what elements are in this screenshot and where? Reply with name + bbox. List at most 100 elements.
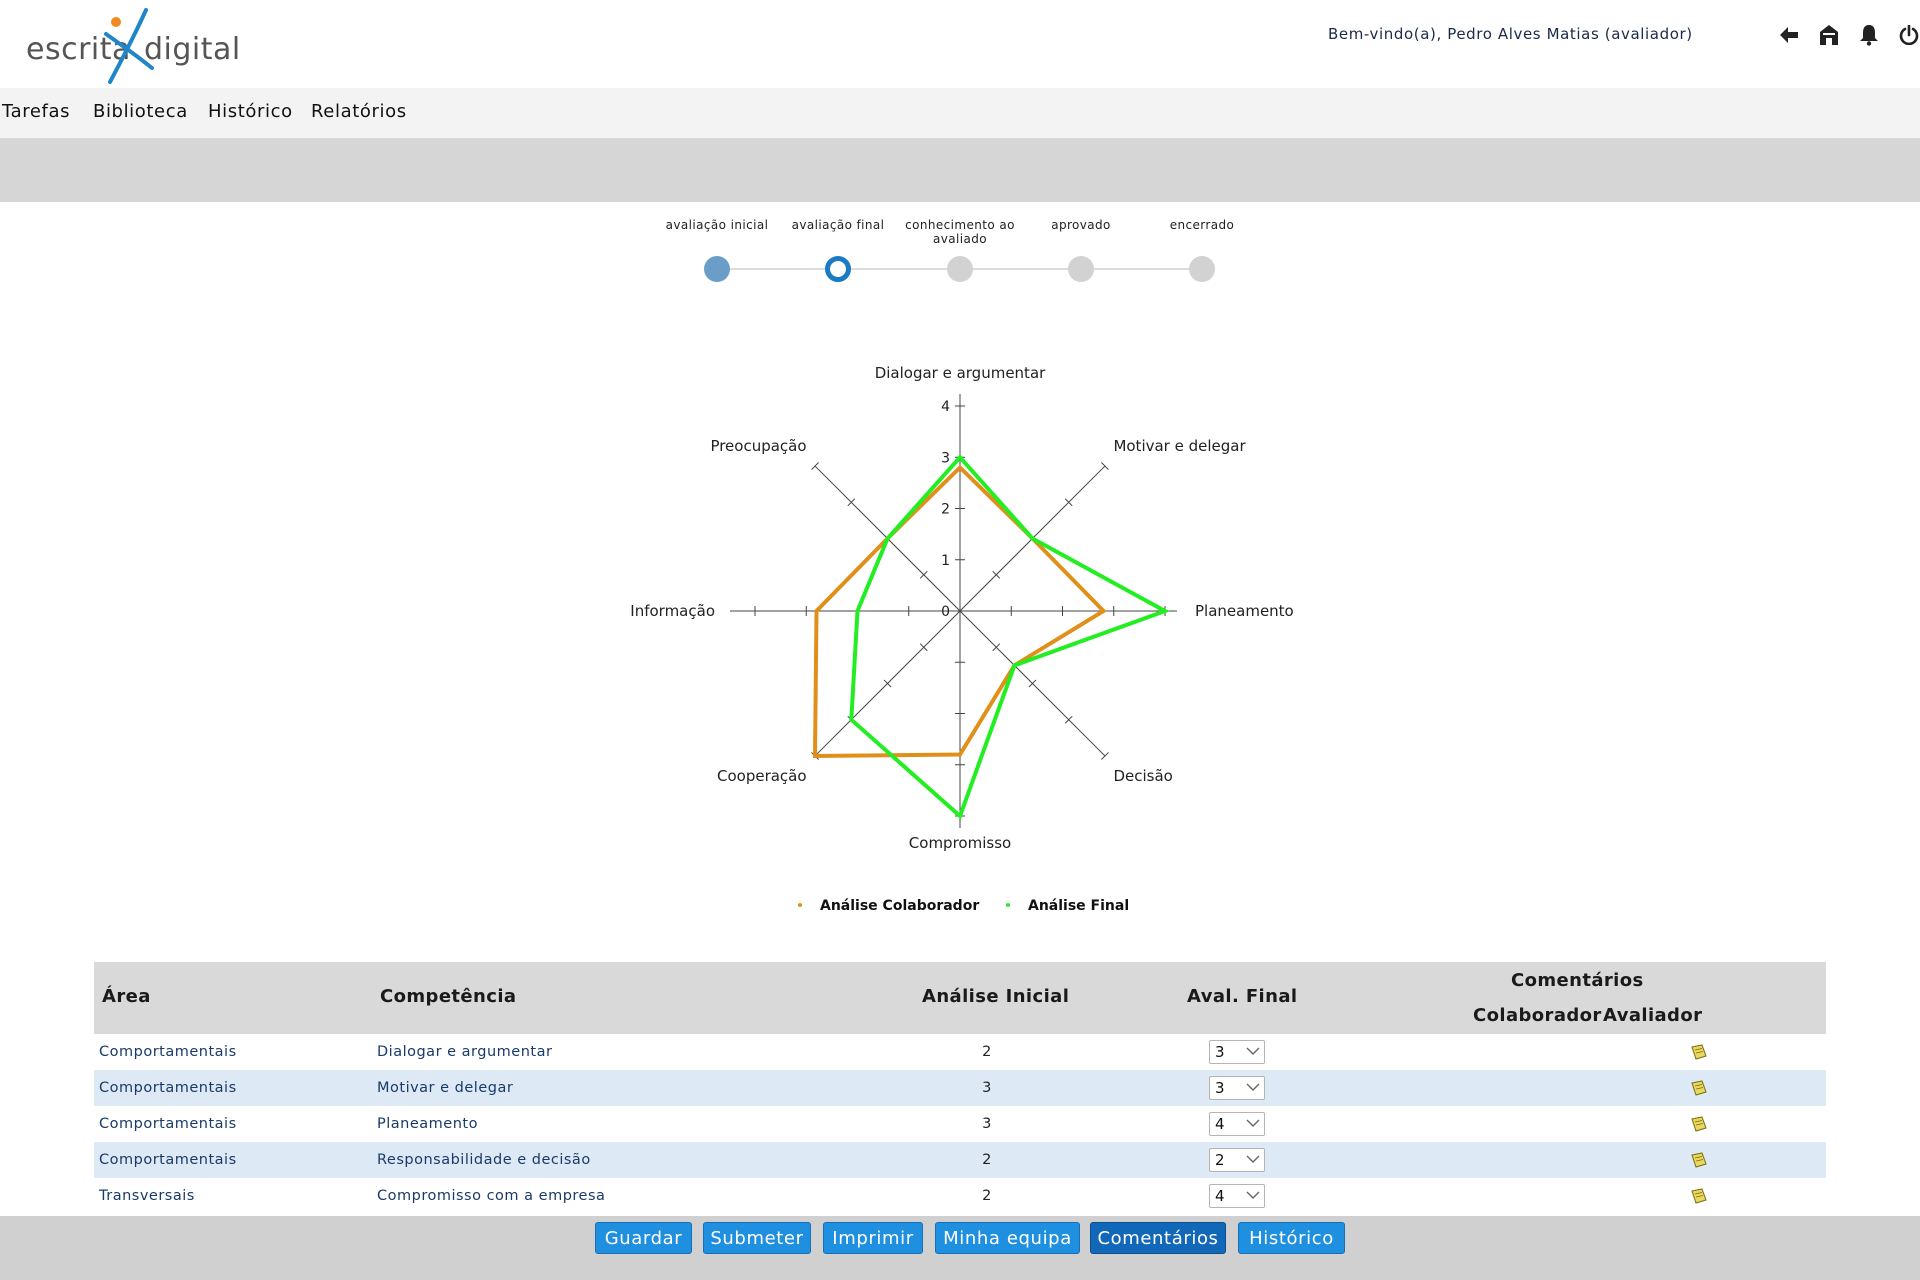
title-band — [0, 138, 1920, 202]
cell-competencia[interactable]: Responsabilidade e decisão — [377, 1152, 591, 1168]
minha-equipa-button[interactable]: Minha equipa — [935, 1222, 1080, 1254]
cell-competencia[interactable]: Motivar e delegar — [377, 1080, 514, 1096]
radar-axis-label: Decisão — [1113, 767, 1172, 785]
radar-tick — [919, 570, 928, 579]
radar-tick — [847, 498, 856, 507]
cell-area[interactable]: Comportamentais — [99, 1152, 237, 1168]
comment-note-icon[interactable] — [1690, 1044, 1708, 1060]
radar-scale-label: 1 — [941, 553, 950, 569]
legend-label: Análise Colaborador — [820, 898, 979, 914]
cell-area[interactable]: Comportamentais — [99, 1080, 237, 1096]
cell-area[interactable]: Comportamentais — [99, 1044, 237, 1060]
radar-axis-label: Dialogar e argumentar — [875, 364, 1046, 382]
header-colaborador: Colaborador — [1473, 1005, 1602, 1026]
cell-analise-inicial: 2 — [982, 1188, 992, 1204]
radar-tick — [992, 570, 1001, 579]
table-row: Comportamentais Responsabilidade e decisã… — [94, 1142, 1826, 1178]
aval-final-value: 4 — [1215, 1115, 1225, 1133]
home-icon[interactable] — [1818, 24, 1840, 46]
step-label: aprovado — [1051, 218, 1111, 232]
table-row: Comportamentais Dialogar e argumentar 2 3 — [94, 1034, 1826, 1070]
header-analise-inicial: Análise Inicial — [922, 986, 1070, 1007]
radar-tick — [1101, 752, 1109, 760]
radar-series-line — [849, 454, 1170, 820]
header-competencia: Competência — [380, 986, 517, 1007]
legend-marker — [1006, 903, 1010, 907]
chevron-down-icon — [1246, 1119, 1260, 1127]
historico-button[interactable]: Histórico — [1238, 1222, 1345, 1254]
radar-tick — [1101, 462, 1109, 470]
imprimir-button[interactable]: Imprimir — [823, 1222, 923, 1254]
radar-axis-label: Cooperação — [717, 767, 807, 785]
step-dot-current — [825, 256, 851, 282]
radar-axis-label: Preocupação — [710, 437, 806, 455]
menu-item-biblioteca[interactable]: Biblioteca — [93, 101, 188, 122]
table-row: Comportamentais Motivar e delegar 3 3 — [94, 1070, 1826, 1106]
header-icon-bar — [1778, 20, 1920, 50]
radar-scale-label: 2 — [941, 502, 950, 518]
logo-figure-icon — [104, 8, 154, 84]
step-dot-done — [704, 256, 730, 282]
chevron-down-icon — [1246, 1083, 1260, 1091]
radar-tick — [1028, 679, 1037, 688]
comment-note-icon[interactable] — [1690, 1152, 1708, 1168]
comment-note-icon[interactable] — [1690, 1188, 1708, 1204]
aval-final-select[interactable]: 4 — [1209, 1112, 1265, 1136]
header-comentarios: Comentários — [1511, 970, 1644, 991]
back-arrow-icon[interactable] — [1778, 24, 1800, 46]
logo-text-right: digital — [144, 32, 241, 67]
step-dot-pending — [947, 256, 973, 282]
legend-marker — [798, 903, 802, 907]
step-label: avaliação inicial — [665, 218, 769, 232]
action-footer: Guardar Submeter Imprimir Minha equipa C… — [0, 1216, 1920, 1280]
aval-final-select[interactable]: 3 — [1209, 1076, 1265, 1100]
radar-tick — [1064, 715, 1073, 724]
table-row: Comportamentais Planeamento 3 4 — [94, 1106, 1826, 1142]
comment-note-icon[interactable] — [1690, 1080, 1708, 1096]
cell-area[interactable]: Transversais — [99, 1188, 195, 1204]
guardar-button[interactable]: Guardar — [595, 1222, 692, 1254]
table-body: Comportamentais Dialogar e argumentar 2 3 Co… — [94, 1034, 1826, 1214]
radar-axis-label: Compromisso — [909, 834, 1011, 852]
menu-item-tarefas[interactable]: Tarefas — [2, 101, 71, 122]
step-label: encerrado — [1169, 218, 1235, 232]
submeter-button[interactable]: Submeter — [703, 1222, 811, 1254]
comentarios-button[interactable]: Comentários — [1090, 1222, 1226, 1254]
table-row: Transversais Compromisso com a empresa 2 4 — [94, 1178, 1826, 1214]
main-menu: Tarefas Biblioteca Histórico Relatórios — [0, 88, 1920, 138]
cell-competencia[interactable]: Compromisso com a empresa — [377, 1188, 606, 1204]
radar-tick — [992, 643, 1001, 652]
cell-analise-inicial: 2 — [982, 1044, 992, 1060]
header-avaliador: Avaliador — [1603, 1005, 1703, 1026]
chevron-down-icon — [1246, 1047, 1260, 1055]
workflow-stepper: avaliação inicial avaliação final conhec… — [640, 210, 1280, 290]
radar-chart-svg: 0 1 2 3 4 Dialogar e argumentar Motivar e dele… — [630, 364, 1294, 914]
aval-final-value: 2 — [1215, 1151, 1225, 1169]
power-icon[interactable] — [1898, 24, 1920, 46]
aval-final-select[interactable]: 2 — [1209, 1148, 1265, 1172]
cell-analise-inicial: 2 — [982, 1152, 992, 1168]
header-area: Área — [102, 986, 151, 1007]
bell-icon[interactable] — [1858, 24, 1880, 46]
table-header: Área Competência Análise Inicial Aval. F… — [94, 962, 1826, 1034]
cell-competencia[interactable]: Planeamento — [377, 1116, 478, 1132]
step-dot-pending — [1068, 256, 1094, 282]
radar-axis-label: Planeamento — [1195, 602, 1294, 620]
radar-axis-label: Motivar e delegar — [1113, 437, 1246, 455]
radar-tick — [883, 679, 892, 688]
radar-axis-label: Informação — [630, 602, 715, 620]
cell-analise-inicial: 3 — [982, 1116, 992, 1132]
chevron-down-icon — [1246, 1191, 1260, 1199]
menu-item-historico[interactable]: Histórico — [208, 101, 293, 122]
aval-final-select[interactable]: 3 — [1209, 1040, 1265, 1064]
aval-final-value: 4 — [1215, 1187, 1225, 1205]
welcome-text: Bem-vindo(a), Pedro Alves Matias (avalia… — [1328, 25, 1693, 43]
logo[interactable]: escrita digital — [24, 8, 244, 84]
cell-area[interactable]: Comportamentais — [99, 1116, 237, 1132]
cell-competencia[interactable]: Dialogar e argumentar — [377, 1044, 553, 1060]
menu-item-relatorios[interactable]: Relatórios — [311, 101, 407, 122]
aval-final-select[interactable]: 4 — [1209, 1184, 1265, 1208]
radar-tick — [1064, 498, 1073, 507]
comment-note-icon[interactable] — [1690, 1116, 1708, 1132]
radar-tick — [919, 643, 928, 652]
